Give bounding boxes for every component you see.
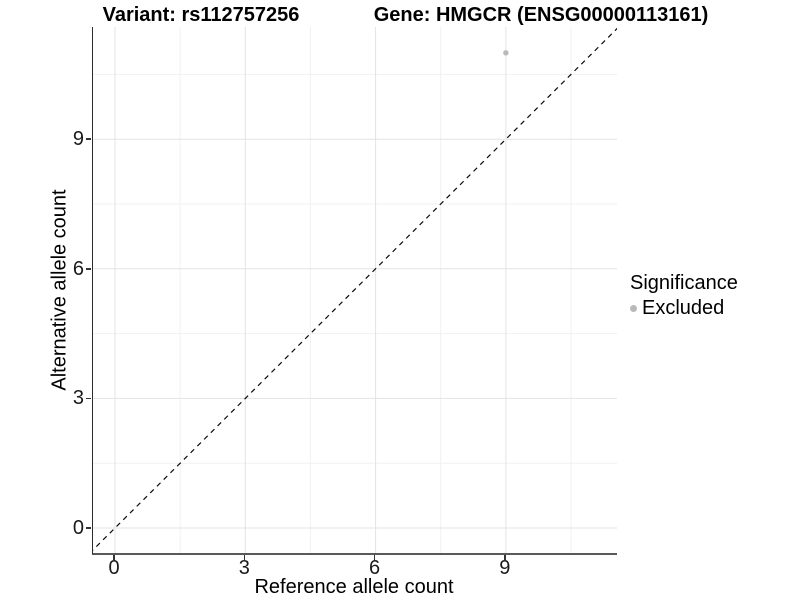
x-axis-title: Reference allele count	[254, 576, 454, 598]
plot-panel	[92, 27, 617, 555]
plot-title-variant: Variant: rs112757256	[102, 4, 300, 26]
x-tick-label: 6	[369, 557, 381, 579]
legend-item-label: Excluded	[642, 297, 725, 319]
y-tick-label: 6	[72, 257, 84, 280]
x-tick-mark	[243, 555, 246, 560]
y-tick-label: 3	[72, 387, 84, 410]
legend-point-icon	[630, 305, 637, 312]
x-tick-mark	[504, 555, 506, 560]
plot-title-gene: Gene: HMGCR (ENSG00000113161)	[373, 4, 709, 26]
x-tick-mark	[373, 555, 376, 560]
x-tick-label: 9	[499, 557, 511, 579]
y-tick-label: 0	[72, 517, 84, 539]
legend: Significance Excluded	[630, 272, 738, 320]
y-axis-title: Alternative allele count	[48, 189, 71, 391]
y-tick-mark	[85, 138, 91, 140]
plot-canvas	[93, 27, 617, 553]
y-tick-mark	[85, 268, 91, 270]
legend-title: Significance	[630, 272, 738, 294]
x-tick-label: 3	[238, 557, 250, 579]
identity-reference-line	[93, 27, 617, 551]
data-point	[503, 50, 509, 56]
y-tick-mark	[85, 397, 91, 400]
legend-item-excluded: Excluded	[630, 297, 738, 320]
y-tick-label: 9	[72, 128, 84, 151]
y-tick-mark	[85, 527, 91, 529]
x-tick-label: 0	[108, 557, 120, 579]
x-tick-mark	[113, 555, 115, 560]
